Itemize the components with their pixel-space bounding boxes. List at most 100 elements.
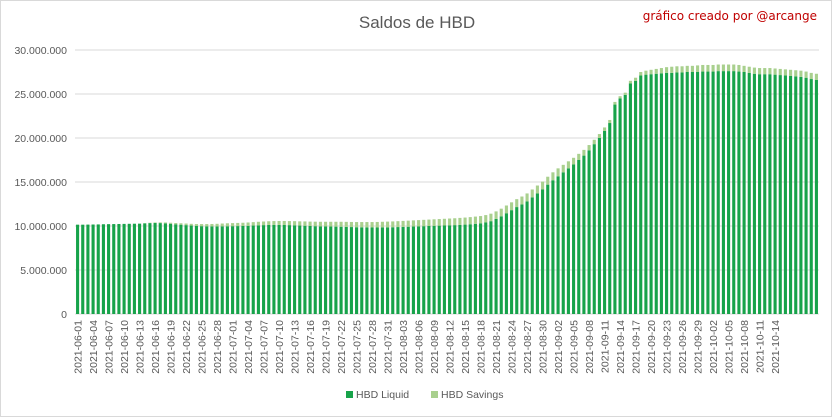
x-tick-label: 2021-06-13 bbox=[135, 320, 147, 374]
x-tick-label: 2021-09-14 bbox=[615, 320, 627, 374]
bar-hbd-liquid bbox=[675, 72, 678, 314]
x-tick-label: 2021-06-16 bbox=[150, 320, 162, 374]
bar-hbd-savings bbox=[495, 211, 498, 219]
bar-hbd-savings bbox=[577, 154, 580, 160]
bar-hbd-liquid bbox=[526, 201, 529, 314]
y-tick-label: 15.000.000 bbox=[14, 177, 67, 189]
bar-hbd-liquid bbox=[210, 226, 213, 314]
bar-hbd-savings bbox=[169, 223, 172, 224]
bar-hbd-savings bbox=[345, 222, 348, 227]
bar-hbd-savings bbox=[619, 96, 622, 98]
bar-hbd-liquid bbox=[810, 79, 813, 314]
legend-label: HBD Liquid bbox=[356, 389, 409, 401]
bar-hbd-liquid bbox=[629, 83, 632, 314]
x-tick-label: 2021-09-20 bbox=[646, 320, 658, 374]
bar-hbd-liquid bbox=[247, 226, 250, 314]
bar-hbd-liquid bbox=[391, 227, 394, 314]
bar-hbd-liquid bbox=[562, 172, 565, 314]
bar-hbd-savings bbox=[505, 205, 508, 213]
bar-hbd-savings bbox=[278, 221, 281, 225]
x-tick-label: 2021-06-25 bbox=[197, 320, 209, 374]
bar-hbd-liquid bbox=[283, 225, 286, 314]
bar-hbd-liquid bbox=[241, 226, 244, 314]
bar-hbd-liquid bbox=[753, 74, 756, 314]
bar-hbd-savings bbox=[706, 65, 709, 72]
y-tick-label: 30.000.000 bbox=[14, 45, 67, 57]
bar-hbd-liquid bbox=[722, 71, 725, 314]
bar-hbd-savings bbox=[572, 158, 575, 165]
bar-hbd-liquid bbox=[236, 226, 239, 314]
bar-hbd-savings bbox=[272, 221, 275, 225]
bar-hbd-liquid bbox=[743, 72, 746, 314]
bar-hbd-liquid bbox=[701, 72, 704, 314]
bar-hbd-liquid bbox=[644, 75, 647, 314]
bar-hbd-savings bbox=[598, 134, 601, 138]
bar-hbd-liquid bbox=[195, 226, 198, 314]
x-tick-label: 2021-08-15 bbox=[460, 320, 472, 374]
bar-hbd-savings bbox=[717, 65, 720, 72]
bar-hbd-savings bbox=[221, 224, 224, 227]
x-tick-label: 2021-09-26 bbox=[677, 320, 689, 374]
bar-hbd-liquid bbox=[805, 78, 808, 314]
bar-hbd-liquid bbox=[309, 226, 312, 314]
bar-hbd-liquid bbox=[174, 224, 177, 314]
bar-hbd-savings bbox=[727, 65, 730, 72]
bar-hbd-liquid bbox=[76, 225, 79, 314]
bar-hbd-savings bbox=[453, 218, 456, 225]
bar-hbd-savings bbox=[247, 222, 250, 225]
bar-hbd-savings bbox=[686, 66, 689, 72]
bar-hbd-savings bbox=[743, 66, 746, 72]
bar-hbd-savings bbox=[608, 120, 611, 123]
bar-hbd-liquid bbox=[179, 225, 182, 314]
bar-hbd-savings bbox=[350, 222, 353, 227]
bar-hbd-savings bbox=[402, 221, 405, 227]
bar-hbd-liquid bbox=[288, 225, 291, 314]
x-tick-label: 2021-08-12 bbox=[445, 320, 457, 374]
bar-hbd-savings bbox=[639, 72, 642, 76]
bar-hbd-liquid bbox=[495, 219, 498, 314]
bar-hbd-liquid bbox=[634, 81, 637, 314]
x-tick-label: 2021-07-01 bbox=[228, 320, 240, 374]
bar-hbd-liquid bbox=[355, 227, 358, 314]
x-tick-label: 2021-09-02 bbox=[553, 320, 565, 374]
bar-hbd-liquid bbox=[536, 193, 539, 314]
bar-hbd-liquid bbox=[505, 213, 508, 314]
bar-hbd-savings bbox=[154, 222, 157, 223]
bar-hbd-liquid bbox=[469, 224, 472, 314]
bar-hbd-savings bbox=[763, 68, 766, 74]
bar-hbd-savings bbox=[185, 224, 188, 226]
bar-hbd-liquid bbox=[686, 72, 689, 314]
x-tick-label: 2021-06-01 bbox=[73, 320, 85, 374]
bar-hbd-liquid bbox=[257, 225, 260, 314]
bar-hbd-savings bbox=[520, 197, 523, 205]
bar-hbd-liquid bbox=[748, 73, 751, 314]
bar-hbd-savings bbox=[701, 65, 704, 72]
bar-hbd-liquid bbox=[148, 223, 151, 314]
bar-hbd-liquid bbox=[794, 76, 797, 314]
bar-hbd-liquid bbox=[670, 73, 673, 314]
bar-hbd-liquid bbox=[221, 226, 224, 314]
bar-hbd-savings bbox=[262, 222, 265, 226]
bar-hbd-liquid bbox=[784, 76, 787, 314]
x-tick-label: 2021-07-22 bbox=[336, 320, 348, 374]
bar-hbd-liquid bbox=[133, 224, 136, 314]
bar-hbd-savings bbox=[582, 150, 585, 156]
bar-hbd-savings bbox=[644, 71, 647, 75]
bar-hbd-liquid bbox=[603, 131, 606, 314]
bar-hbd-savings bbox=[531, 189, 534, 197]
bar-hbd-savings bbox=[753, 68, 756, 74]
bar-hbd-liquid bbox=[169, 224, 172, 314]
bar-hbd-liquid bbox=[665, 73, 668, 314]
bar-hbd-liquid bbox=[164, 223, 167, 314]
bar-hbd-savings bbox=[484, 215, 487, 222]
bar-hbd-liquid bbox=[319, 226, 322, 314]
x-tick-label: 2021-09-05 bbox=[569, 320, 581, 374]
bar-hbd-savings bbox=[510, 202, 513, 210]
bar-hbd-liquid bbox=[464, 225, 467, 314]
bar-hbd-liquid bbox=[546, 185, 549, 314]
bar-hbd-savings bbox=[433, 219, 436, 226]
bar-hbd-liquid bbox=[598, 138, 601, 314]
bar-hbd-savings bbox=[355, 222, 358, 227]
